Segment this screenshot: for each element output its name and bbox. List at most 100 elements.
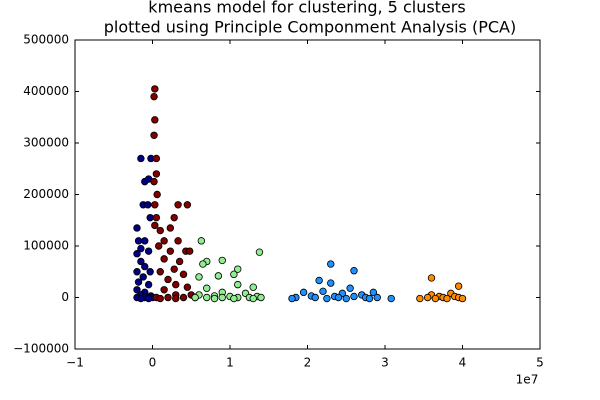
point [230, 270, 238, 279]
point [174, 201, 182, 209]
point [327, 260, 335, 268]
chart-subtitle: plotted using Principle Componment Analy… [104, 18, 516, 37]
point [327, 279, 335, 287]
point [369, 288, 378, 297]
y-tick-label: 300000 [23, 136, 69, 150]
point [458, 294, 467, 303]
point [146, 213, 154, 222]
point [153, 190, 161, 199]
point [174, 237, 182, 245]
point [255, 248, 264, 256]
point [443, 294, 451, 303]
point [160, 237, 168, 245]
point [137, 154, 145, 163]
point [134, 237, 143, 245]
y-tick-label: −100000 [13, 342, 69, 356]
point [249, 294, 257, 303]
y-tick-label: 0 [61, 290, 69, 304]
point [141, 262, 149, 271]
point [299, 288, 308, 297]
x-tick-label: 5 [536, 356, 544, 370]
point [288, 294, 296, 303]
point [164, 275, 172, 284]
point [172, 280, 180, 289]
point [249, 283, 257, 291]
x-tick-label: 4 [459, 356, 467, 370]
point [146, 268, 154, 276]
point [150, 131, 158, 139]
point [166, 224, 175, 232]
point [156, 268, 164, 276]
point [185, 247, 194, 255]
point [152, 154, 161, 163]
x-offset-label: 1e7 [516, 373, 539, 387]
point [144, 294, 153, 303]
point [387, 294, 395, 303]
point [203, 284, 211, 292]
point [154, 242, 163, 250]
point [151, 85, 159, 93]
y-tick-label: 100000 [23, 239, 69, 253]
point [365, 294, 374, 303]
point [152, 170, 161, 178]
point [175, 257, 184, 266]
point [150, 177, 158, 186]
point [315, 276, 323, 285]
y-tick-label: 400000 [23, 84, 69, 98]
point [454, 282, 463, 290]
point [151, 116, 159, 124]
point [152, 213, 161, 222]
point [133, 286, 141, 294]
point [144, 247, 153, 255]
point [179, 270, 188, 279]
point [350, 267, 358, 275]
point [214, 272, 223, 280]
point [427, 274, 436, 282]
point [151, 201, 159, 209]
y-tick-label: 200000 [23, 187, 69, 201]
point [423, 293, 432, 302]
point [218, 256, 226, 265]
point [150, 92, 158, 101]
point [431, 294, 440, 303]
point [137, 257, 145, 266]
point [141, 237, 149, 245]
point [160, 255, 168, 263]
point [183, 201, 192, 209]
point [197, 237, 206, 245]
x-tick-label: 0 [149, 356, 157, 370]
point [151, 221, 159, 230]
point [144, 201, 152, 209]
point [179, 293, 188, 302]
point [203, 293, 211, 302]
point [234, 265, 242, 273]
point [133, 224, 141, 232]
x-tick-label: −1 [66, 356, 84, 370]
point [195, 273, 203, 281]
point [139, 273, 147, 281]
point [257, 293, 265, 302]
point [234, 280, 242, 289]
point [137, 294, 145, 303]
point [350, 292, 358, 301]
x-tick-label: 1 [226, 356, 234, 370]
point [170, 265, 178, 273]
point [170, 213, 178, 222]
x-tick-label: 2 [304, 356, 312, 370]
point [346, 284, 354, 292]
point [323, 294, 331, 303]
point [166, 247, 175, 255]
y-tick-label: 500000 [23, 33, 69, 47]
point [199, 260, 207, 268]
point [137, 244, 145, 253]
point [134, 278, 143, 286]
x-tick-label: 3 [381, 356, 389, 370]
point [373, 293, 381, 302]
point [133, 268, 141, 276]
point [218, 293, 226, 302]
point [172, 294, 180, 303]
point [334, 293, 343, 302]
point [183, 283, 192, 291]
chart-title: kmeans model for clustering, 5 clusters [148, 0, 465, 17]
